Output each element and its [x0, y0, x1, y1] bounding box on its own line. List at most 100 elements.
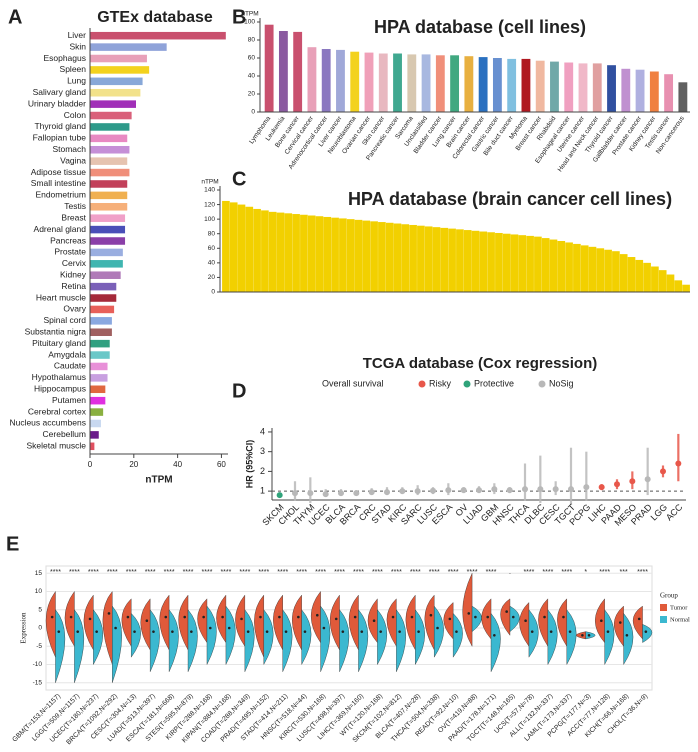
y-tick-label: 20: [208, 274, 216, 281]
bar: [401, 224, 410, 292]
bar: [378, 53, 388, 112]
y-tick-label: Skeletal muscle: [26, 441, 86, 451]
bar: [90, 396, 106, 405]
y-tick-label: 40: [248, 73, 256, 80]
violin-normal: [206, 605, 217, 665]
bar: [573, 243, 581, 292]
median-tumor: [543, 615, 546, 619]
median-normal: [625, 633, 629, 637]
bar: [90, 31, 226, 40]
bar: [90, 134, 128, 143]
legend-label: Tumor: [670, 604, 688, 611]
significance-label: ****: [164, 569, 175, 576]
median-normal: [114, 626, 117, 630]
x-tick-label: 20: [129, 460, 138, 469]
bar: [479, 231, 488, 292]
significance-label: ****: [448, 569, 459, 576]
point: [568, 486, 574, 493]
violin-tumor: [500, 598, 511, 636]
y-tick-label: Lung: [67, 76, 86, 86]
violin-normal: [131, 612, 141, 658]
y-tick-label: -10: [33, 661, 43, 668]
bar: [651, 266, 659, 292]
violin-normal: [263, 609, 274, 666]
y-tick-label: Breast: [61, 212, 86, 222]
significance-label: ****: [410, 569, 421, 576]
y-tick-label: Pituitary gland: [32, 338, 86, 348]
y-tick-label: Caudate: [54, 361, 86, 371]
bar: [535, 60, 545, 112]
panel-label: D: [232, 380, 246, 402]
bar: [435, 55, 445, 112]
significance-label: ****: [50, 569, 61, 576]
point: [368, 489, 375, 496]
bar: [664, 74, 674, 112]
violin-tumor: [462, 573, 473, 647]
bar: [541, 238, 550, 292]
bar: [464, 56, 474, 112]
y-tick-label: Retina: [61, 281, 86, 291]
median-tumor: [372, 619, 376, 623]
median-tumor: [126, 615, 130, 619]
y-tick-label: Adipose tissue: [31, 167, 87, 177]
median-normal: [246, 630, 250, 633]
bar: [440, 227, 449, 292]
bar: [90, 111, 132, 120]
bar: [307, 47, 317, 113]
y-tick-label: 100: [204, 216, 215, 223]
significance-label: ****: [183, 569, 194, 576]
x-tick-label: 60: [217, 460, 226, 469]
median-normal: [436, 626, 439, 630]
median-normal: [133, 630, 136, 633]
point: [353, 490, 360, 497]
median-normal: [341, 630, 345, 633]
significance-label: ****: [372, 569, 383, 576]
median-normal: [76, 630, 80, 633]
point: [629, 478, 636, 485]
point: [506, 487, 513, 494]
median-normal: [284, 630, 288, 633]
violin-normal: [112, 605, 122, 683]
point: [675, 460, 682, 467]
median-tumor: [107, 612, 111, 615]
y-tick-label: 2: [260, 466, 265, 476]
bar: [90, 145, 130, 154]
point: [399, 488, 406, 495]
violin-normal: [452, 612, 463, 658]
x-axis-label: nTPM: [145, 475, 172, 486]
significance-label: ****: [523, 569, 534, 576]
significance-label: .: [509, 569, 511, 576]
violin-normal: [55, 609, 66, 683]
median-tumor: [334, 617, 338, 621]
bar: [649, 71, 659, 112]
bar: [222, 200, 230, 292]
legend-label: Risky: [429, 378, 451, 388]
legend-swatch: [660, 616, 667, 623]
bar: [293, 31, 303, 112]
y-tick-label: Small intestine: [31, 178, 87, 188]
violin-normal: [377, 609, 388, 666]
point: [384, 489, 390, 496]
y-tick-label: -15: [33, 679, 43, 686]
bar: [90, 225, 126, 234]
chart-title: HPA database (cell lines): [374, 17, 586, 37]
x-tick-label: ACC: [664, 502, 685, 523]
y-tick-label: Endometrium: [35, 190, 86, 200]
bar: [90, 203, 128, 211]
y-tick-label: 80: [248, 37, 256, 44]
y-tick-label: 120: [204, 201, 215, 208]
bar: [253, 208, 261, 292]
y-tick-label: Thyroid gland: [34, 121, 86, 131]
median-tumor: [315, 613, 319, 617]
bar: [450, 55, 460, 112]
median-tumor: [505, 610, 508, 613]
bar: [393, 53, 402, 112]
y-axis-label: nTPM: [241, 11, 258, 18]
point: [583, 484, 590, 491]
y-tick-label: 140: [204, 187, 215, 194]
violin-normal: [358, 609, 369, 672]
bar: [90, 374, 108, 382]
median-normal: [644, 630, 648, 633]
median-tumor: [429, 613, 433, 617]
